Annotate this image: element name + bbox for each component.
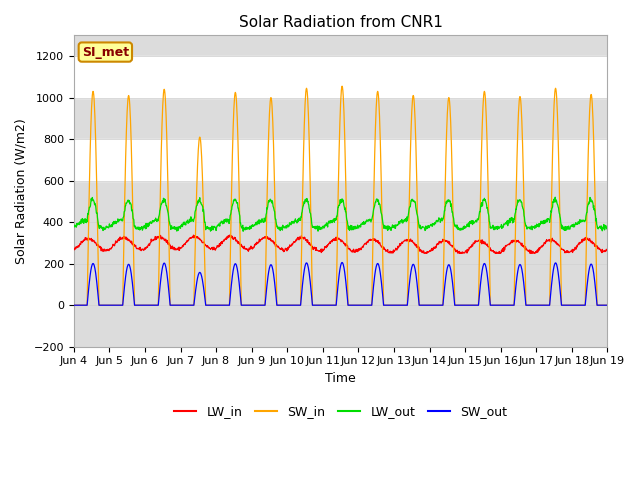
LW_out <box>540 217 548 223</box>
Title: Solar Radiation from CNR1: Solar Radiation from CNR1 <box>239 15 442 30</box>
LW_out <box>239 228 247 234</box>
SW_out <box>189 302 196 308</box>
Bar <box>74 139 607 180</box>
Legend: LW_in, SW_in, LW_out, SW_out: LW_in, SW_in, LW_out, SW_out <box>169 400 512 423</box>
SW_out <box>248 302 256 308</box>
LW_in <box>493 250 501 256</box>
LW_out <box>248 224 256 229</box>
SW_out <box>175 302 183 308</box>
Text: SI_met: SI_met <box>82 46 129 59</box>
Line: LW_in: LW_in <box>74 235 607 253</box>
SW_in <box>189 302 196 308</box>
SW_in <box>175 302 183 308</box>
SW_in <box>339 84 346 89</box>
LW_out <box>70 222 77 228</box>
X-axis label: Time: Time <box>325 372 356 385</box>
LW_out <box>493 224 501 230</box>
SW_in <box>70 302 77 308</box>
LW_in <box>70 247 77 252</box>
LW_out <box>551 194 559 200</box>
LW_in <box>604 247 611 252</box>
LW_in <box>541 240 548 245</box>
LW_out <box>604 225 611 231</box>
Bar <box>74 56 607 97</box>
SW_out <box>604 302 611 308</box>
Line: SW_in: SW_in <box>74 86 607 305</box>
SW_out <box>493 302 501 308</box>
LW_in <box>420 251 428 256</box>
SW_out <box>424 302 431 308</box>
LW_out <box>424 225 431 230</box>
LW_in <box>248 246 256 252</box>
SW_in <box>248 302 256 308</box>
LW_out <box>189 216 196 222</box>
LW_in <box>189 234 196 240</box>
Line: SW_out: SW_out <box>74 263 607 305</box>
LW_in <box>424 249 431 255</box>
SW_out <box>70 302 77 308</box>
SW_in <box>424 302 431 308</box>
LW_out <box>175 225 183 230</box>
SW_in <box>604 302 611 308</box>
Line: LW_out: LW_out <box>74 197 607 231</box>
LW_in <box>175 247 183 253</box>
SW_out <box>339 260 346 265</box>
LW_in <box>225 232 233 238</box>
SW_out <box>540 302 548 308</box>
Y-axis label: Solar Radiation (W/m2): Solar Radiation (W/m2) <box>15 118 28 264</box>
SW_in <box>493 302 501 308</box>
SW_in <box>540 302 548 308</box>
